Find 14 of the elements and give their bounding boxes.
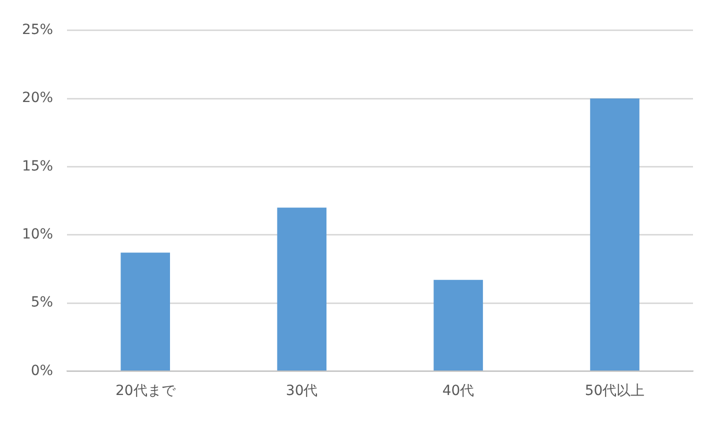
y-tick-label: 20% (22, 90, 54, 106)
x-tick-label: 30代 (286, 383, 318, 400)
y-tick-label: 0% (30, 362, 54, 379)
bar (590, 98, 640, 370)
bar (434, 280, 483, 370)
y-tick-label: 15% (22, 158, 54, 174)
x-tick-label: 50代以上 (584, 383, 645, 400)
y-tick-label: 10% (22, 226, 54, 243)
x-tick-label: 40代 (442, 383, 474, 400)
bar (277, 208, 326, 370)
bar (120, 252, 170, 370)
x-tick-label: 20代まで (115, 383, 176, 400)
y-tick-label: 25% (22, 22, 54, 38)
y-tick-label: 5% (30, 294, 54, 311)
